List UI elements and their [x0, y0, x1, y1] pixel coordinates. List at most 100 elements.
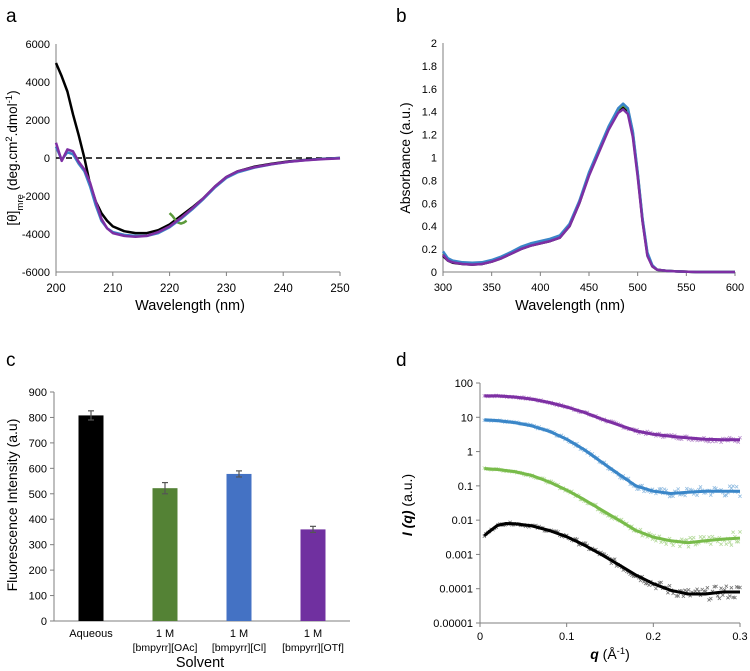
cd-x-tick-label: 200	[46, 283, 65, 295]
fluorescence-category-label: [bmpyrr][OAc]	[133, 642, 198, 654]
cd-y-tick-label: -2000	[22, 191, 50, 203]
absorbance-series-line	[442, 105, 735, 274]
absorbance-x-tick-label: 350	[482, 282, 500, 294]
panel-letter-d: d	[396, 350, 407, 371]
cd-x-tick-label: 230	[217, 283, 236, 295]
saxs-axes: 100 10 1 0.1 0.01 0.001 0.0001 0.00001 0 0.1 0.2 0.…	[433, 378, 747, 643]
absorbance-y-tick-label: 1.4	[422, 107, 437, 119]
panel-letter-a: a	[6, 6, 17, 27]
saxs-x-tick-label: 0	[477, 631, 483, 643]
fluorescence-bars-group	[78, 410, 326, 621]
saxs-x-axis-label: q (Å-1)	[590, 646, 630, 663]
fluorescence-y-tick-label: 0	[41, 616, 47, 628]
panel-letter-b: b	[396, 6, 407, 27]
cd-x-tick-label: 210	[103, 283, 122, 295]
absorbance-x-tick-label: 450	[580, 282, 598, 294]
absorbance-y-tick-label: 1.8	[422, 61, 437, 73]
fluorescence-category-label: Aqueous	[69, 628, 113, 640]
cd-y-tick-label: -4000	[22, 229, 50, 241]
cd-y-label-sup2: 2	[4, 136, 15, 141]
cd-x-tick-label: 240	[274, 283, 293, 295]
saxs-series-group	[482, 393, 742, 602]
cd-y-label-unit-a: (deg.cm	[5, 142, 20, 195]
absorbance-series-group	[441, 102, 735, 274]
fluorescence-category-label: 1 M	[304, 628, 322, 640]
saxs-y-label-rest: (a.u.)	[399, 474, 415, 511]
saxs-chart: 100 10 1 0.1 0.01 0.001 0.0001 0.00001 0 0.1 0.2 0.…	[399, 378, 748, 662]
saxs-fit-line	[484, 418, 740, 495]
cd-axes: -6000 -4000 -2000 0 2000 4000 6000 200 210 220 230…	[22, 39, 350, 295]
cd-series-line	[54, 142, 341, 239]
saxs-x-label-rest: (Å	[599, 646, 618, 662]
fluorescence-y-tick-label: 700	[29, 438, 47, 450]
saxs-data-points	[482, 418, 742, 499]
cd-series-line	[168, 212, 188, 225]
saxs-y-tick-label: 0.00001	[433, 618, 473, 630]
cd-y-tick-label: -6000	[22, 267, 50, 279]
saxs-y-tick-label: 0.1	[458, 481, 473, 493]
fluorescence-y-tick-label: 600	[29, 463, 47, 475]
fluorescence-y-tick-label: 200	[29, 565, 47, 577]
fluorescence-y-tick-label: 400	[29, 514, 47, 526]
cd-x-tick-label: 250	[330, 283, 349, 295]
panel-letter-c: c	[6, 350, 16, 371]
fluorescence-bar-chart: 0 100 200 300 400 500 600 700 800 900 Aqueous 1 M [b…	[4, 387, 350, 671]
absorbance-y-tick-label: 1	[431, 153, 437, 165]
saxs-x-label-close: )	[625, 646, 630, 662]
saxs-x-tick-label: 0.3	[732, 631, 747, 643]
absorbance-chart: 0 0.2 0.4 0.6 0.8 1 1.2 1.4 1.6 1.8 2 300 350 400 450 5…	[397, 38, 744, 314]
saxs-fit-line	[483, 522, 740, 596]
cd-y-label-unit-b: .dmol	[5, 103, 20, 136]
saxs-x-label-q: q	[590, 646, 599, 662]
fluorescence-y-tick-label: 900	[29, 387, 47, 399]
absorbance-y-tick-label: 0	[431, 267, 437, 279]
fluorescence-bar	[152, 488, 178, 621]
saxs-x-tick-label: 0.1	[559, 631, 574, 643]
fluorescence-category-label: [bmpyrr][Cl]	[212, 642, 266, 654]
cd-y-label-sub: mre	[15, 194, 26, 210]
saxs-y-axis-label: I (q) (a.u.)	[399, 474, 415, 536]
saxs-y-tick-label: 10	[461, 412, 473, 424]
fluorescence-category-label: 1 M	[230, 628, 248, 640]
saxs-y-tick-label: 0.001	[445, 549, 473, 561]
saxs-y-tick-label: 1	[467, 447, 473, 459]
cd-y-label-supm1: -1	[4, 95, 15, 103]
absorbance-x-tick-label: 500	[628, 282, 646, 294]
absorbance-y-axis-label: Absorbance (a.u.)	[397, 102, 413, 213]
fluorescence-y-axis-label: Fluorescence Intensity (a.u)	[4, 419, 20, 592]
saxs-y-label-i: I (q)	[399, 510, 415, 536]
cd-y-tick-label: 6000	[26, 39, 50, 51]
saxs-data-points	[482, 393, 742, 445]
cd-x-tick-label: 220	[160, 283, 179, 295]
saxs-x-tick-label: 0.2	[646, 631, 661, 643]
absorbance-series-line	[442, 103, 735, 274]
cd-y-axis-label: [θ]mre (deg.cm2.dmol-1)	[4, 90, 26, 225]
absorbance-y-tick-label: 0.4	[422, 221, 437, 233]
saxs-fit-line	[484, 467, 741, 545]
absorbance-series-line	[441, 102, 735, 274]
absorbance-x-tick-label: 400	[531, 282, 549, 294]
fluorescence-category-label: [bmpyrr][OTf]	[282, 642, 344, 654]
cd-y-tick-label: 0	[44, 153, 50, 165]
absorbance-x-tick-label: 300	[434, 282, 452, 294]
absorbance-y-tick-label: 1.2	[422, 130, 437, 142]
saxs-data-points	[482, 466, 742, 549]
fluorescence-x-axis-label: Solvent	[176, 655, 224, 671]
saxs-y-tick-label: 0.0001	[439, 584, 473, 596]
fluorescence-y-tick-label: 100	[29, 591, 47, 603]
absorbance-x-axis-label: Wavelength (nm)	[515, 298, 625, 314]
cd-y-tick-label: 2000	[26, 115, 50, 127]
fluorescence-bar	[78, 415, 104, 621]
absorbance-series-line	[442, 108, 735, 274]
fluorescence-category-label: 1 M	[156, 628, 174, 640]
cd-y-label-main: [θ]	[5, 211, 20, 226]
absorbance-axes: 0 0.2 0.4 0.6 0.8 1 1.2 1.4 1.6 1.8 2 300 350 400 450 5…	[422, 38, 744, 294]
absorbance-y-tick-label: 0.2	[422, 244, 437, 256]
fluorescence-bar	[300, 529, 326, 621]
absorbance-y-tick-label: 0.8	[422, 175, 437, 187]
absorbance-y-tick-label: 2	[431, 38, 437, 50]
absorbance-x-tick-label: 600	[726, 282, 744, 294]
fluorescence-y-tick-label: 500	[29, 489, 47, 501]
cd-x-axis-label: Wavelength (nm)	[135, 298, 245, 314]
